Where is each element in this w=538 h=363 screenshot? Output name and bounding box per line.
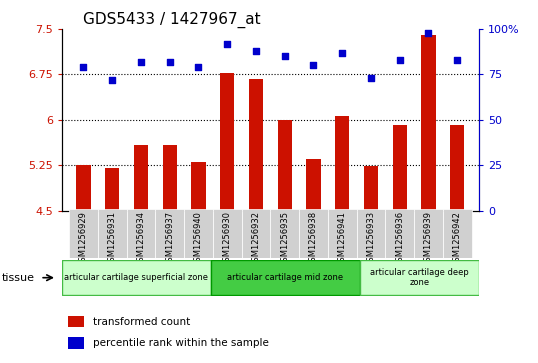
- Bar: [306, 159, 321, 211]
- Bar: [68, 315, 84, 327]
- Text: transformed count: transformed count: [93, 317, 190, 327]
- Bar: [364, 166, 378, 211]
- Text: GSM1256930: GSM1256930: [223, 211, 232, 267]
- Bar: [357, 209, 385, 258]
- Point: [108, 77, 117, 83]
- Bar: [69, 209, 98, 258]
- Point: [309, 62, 318, 68]
- Bar: [211, 260, 360, 295]
- Point: [453, 57, 462, 63]
- Bar: [328, 209, 357, 258]
- Point: [395, 57, 404, 63]
- Text: GSM1256936: GSM1256936: [395, 211, 404, 267]
- Point: [137, 59, 145, 65]
- Bar: [155, 209, 184, 258]
- Bar: [450, 125, 464, 211]
- Bar: [105, 168, 119, 211]
- Bar: [213, 209, 242, 258]
- Point: [280, 53, 289, 59]
- Point: [338, 50, 346, 56]
- Bar: [68, 337, 84, 348]
- Bar: [385, 209, 414, 258]
- Text: GSM1256931: GSM1256931: [108, 211, 117, 267]
- Bar: [184, 209, 213, 258]
- Bar: [126, 209, 155, 258]
- Point: [165, 59, 174, 65]
- Text: GSM1256938: GSM1256938: [309, 211, 318, 267]
- Text: GSM1256935: GSM1256935: [280, 211, 289, 267]
- Text: articular cartilage mid zone: articular cartilage mid zone: [227, 273, 343, 282]
- Point: [223, 41, 231, 46]
- Text: percentile rank within the sample: percentile rank within the sample: [93, 338, 269, 348]
- Bar: [299, 209, 328, 258]
- Text: GSM1256942: GSM1256942: [453, 211, 462, 267]
- Bar: [134, 145, 148, 211]
- Bar: [98, 209, 126, 258]
- Text: GSM1256940: GSM1256940: [194, 211, 203, 267]
- Text: GSM1256929: GSM1256929: [79, 211, 88, 267]
- Point: [252, 48, 260, 54]
- Bar: [242, 209, 270, 258]
- Text: GSM1256934: GSM1256934: [137, 211, 145, 267]
- Text: GSM1256941: GSM1256941: [338, 211, 346, 267]
- Text: tissue: tissue: [1, 273, 34, 283]
- Bar: [270, 209, 299, 258]
- Bar: [62, 260, 211, 295]
- Bar: [76, 165, 90, 211]
- Bar: [443, 209, 472, 258]
- Bar: [393, 125, 407, 211]
- Point: [79, 64, 88, 70]
- Point: [194, 64, 203, 70]
- Bar: [414, 209, 443, 258]
- Text: GSM1256937: GSM1256937: [165, 211, 174, 267]
- Bar: [249, 79, 263, 211]
- Bar: [220, 73, 235, 211]
- Bar: [421, 35, 436, 211]
- Text: GSM1256939: GSM1256939: [424, 211, 433, 267]
- Bar: [360, 260, 479, 295]
- Point: [367, 75, 376, 81]
- Bar: [162, 145, 177, 211]
- Bar: [192, 162, 206, 211]
- Text: GSM1256933: GSM1256933: [366, 211, 376, 267]
- Text: articular cartilage superficial zone: articular cartilage superficial zone: [65, 273, 208, 282]
- Point: [424, 30, 433, 36]
- Text: GSM1256932: GSM1256932: [251, 211, 260, 267]
- Bar: [278, 121, 292, 211]
- Text: articular cartilage deep
zone: articular cartilage deep zone: [370, 268, 469, 287]
- Text: GDS5433 / 1427967_at: GDS5433 / 1427967_at: [83, 12, 260, 28]
- Bar: [335, 115, 349, 211]
